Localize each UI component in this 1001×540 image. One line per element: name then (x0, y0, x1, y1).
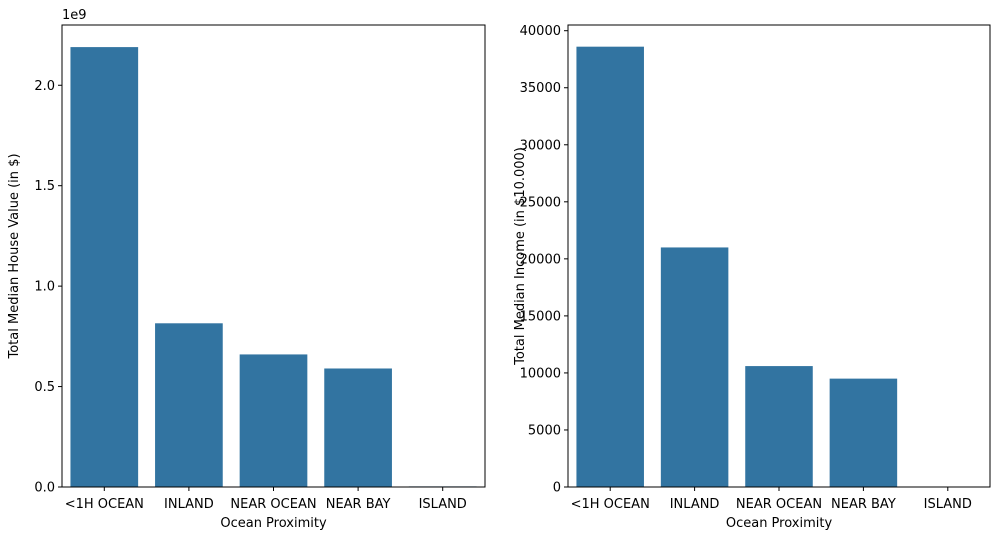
y-tick-label: 20000 (520, 252, 561, 267)
y-tick-label: 0.0 (34, 481, 55, 496)
x-tick-label-inland: INLAND (670, 497, 720, 512)
x-tick-label-island: ISLAND (924, 497, 972, 512)
income-chart: 0 5000 10000 15000 20000 25000 30000 35000 40000… (513, 24, 991, 531)
y-axis-label: Total Median Income (in $10.000) (513, 147, 528, 366)
bar-group (70, 47, 477, 488)
x-tick-label-1h-ocean: <1H OCEAN (65, 497, 144, 512)
x-tick-label-near-ocean: NEAR OCEAN (230, 497, 316, 512)
x-tick-label-near-ocean: NEAR OCEAN (736, 497, 822, 512)
y-tick-label: 0.5 (34, 380, 55, 395)
x-tick-label-island: ISLAND (419, 497, 467, 512)
y-tick-label: 1.5 (34, 179, 55, 194)
bar-1h-ocean (576, 46, 644, 487)
y-axis-ticks: 0 5000 10000 15000 20000 25000 30000 35000 40000 (520, 24, 568, 496)
y-tick-label: 1.0 (34, 280, 55, 295)
bar-near-bay (324, 368, 392, 487)
bar-inland (660, 247, 729, 487)
y-tick-label: 15000 (520, 309, 561, 324)
bar-near-ocean (239, 354, 308, 487)
bar-1h-ocean (70, 47, 139, 488)
x-tick-label-near-bay: NEAR BAY (831, 497, 896, 512)
x-tick-label-1h-ocean: <1H OCEAN (571, 497, 650, 512)
y-axis-ticks: 0.0 0.5 1.0 1.5 2.0 (34, 79, 62, 496)
x-tick-label-inland: INLAND (164, 497, 214, 512)
bar-near-bay (829, 378, 898, 487)
x-axis-ticks: <1H OCEAN INLAND NEAR OCEAN NEAR BAY ISLAND (571, 487, 972, 512)
bar-inland (155, 323, 223, 487)
plot-frame (61, 24, 486, 488)
plot-frame (567, 24, 991, 488)
y-tick-label: 0 (553, 481, 561, 496)
bar-near-ocean (745, 366, 813, 487)
y-tick-label: 40000 (520, 24, 561, 39)
y-tick-label: 5000 (528, 423, 561, 438)
y-tick-label: 35000 (520, 81, 561, 96)
y-tick-label: 30000 (520, 138, 561, 153)
x-axis-ticks: <1H OCEAN INLAND NEAR OCEAN NEAR BAY ISLAND (65, 487, 467, 512)
bar-group (576, 46, 982, 487)
y-tick-label: 2.0 (34, 79, 55, 94)
x-axis-label: Ocean Proximity (726, 516, 833, 531)
y-axis-label: Total Median House Value (in $) (7, 153, 22, 359)
y-tick-label: 10000 (520, 366, 561, 381)
x-axis-label: Ocean Proximity (220, 516, 327, 531)
y-axis-offset-text: 1e9 (62, 8, 87, 23)
house-value-chart: 0.0 0.5 1.0 1.5 2.0 <1H OCEAN INLAND NEAR OCEA… (7, 8, 486, 531)
y-tick-label: 25000 (520, 195, 561, 210)
x-tick-label-near-bay: NEAR BAY (326, 497, 391, 512)
